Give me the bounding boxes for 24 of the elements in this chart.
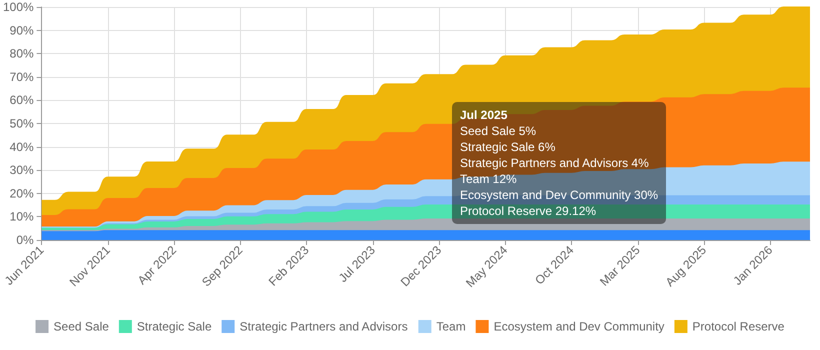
y-tick-label: 40% <box>10 140 34 154</box>
legend-label: Strategic Partners and Advisors <box>240 320 408 334</box>
annotation: Jul 2025 <box>460 107 508 123</box>
y-tick-label: 50% <box>10 116 34 130</box>
y-tick-label: 90% <box>10 23 34 38</box>
annotation: Ecosystem and Dev Community 30% <box>460 187 658 203</box>
legend-label: Team <box>436 320 466 334</box>
legend-label: Protocol Reserve <box>692 320 785 334</box>
y-tick-label: 60% <box>10 93 34 108</box>
y-tick-label: 0% <box>16 233 34 247</box>
y-tick-label: 80% <box>10 46 34 61</box>
annotation: Seed Sale 5% <box>460 123 538 139</box>
legend-label: Strategic Sale <box>136 320 212 334</box>
annotation: Protocol Reserve 29.12% <box>460 203 598 219</box>
annotation: Team 12% <box>460 171 518 187</box>
y-tick-label: 20% <box>10 186 34 200</box>
y-tick-label: 70% <box>10 70 34 84</box>
y-tick-label: 10% <box>10 210 34 224</box>
y-tick-label: 30% <box>10 163 34 178</box>
legend-label: Seed Sale <box>54 320 110 334</box>
annotation: Strategic Partners and Advisors 4% <box>460 155 650 171</box>
annotation: Strategic Sale 6% <box>460 139 556 155</box>
y-tick-label: 100% <box>2 0 34 14</box>
legend-label: Ecosystem and Dev Community <box>494 320 664 334</box>
